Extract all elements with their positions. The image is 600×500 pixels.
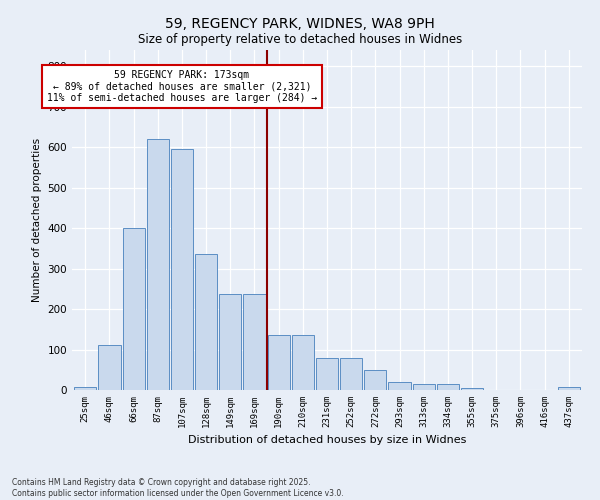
Text: Size of property relative to detached houses in Widnes: Size of property relative to detached ho… <box>138 32 462 46</box>
Bar <box>171 149 193 390</box>
Bar <box>461 388 483 390</box>
Bar <box>340 358 362 390</box>
Bar <box>557 387 580 390</box>
Bar <box>268 336 290 390</box>
Bar <box>122 228 145 390</box>
Bar <box>388 382 410 390</box>
Bar <box>244 294 266 390</box>
Bar <box>195 254 217 390</box>
Bar <box>292 336 314 390</box>
Bar <box>316 358 338 390</box>
X-axis label: Distribution of detached houses by size in Widnes: Distribution of detached houses by size … <box>188 436 466 446</box>
Bar <box>413 384 435 390</box>
Bar <box>98 346 121 390</box>
Text: 59, REGENCY PARK, WIDNES, WA8 9PH: 59, REGENCY PARK, WIDNES, WA8 9PH <box>165 18 435 32</box>
Bar <box>74 387 97 390</box>
Text: 59 REGENCY PARK: 173sqm
← 89% of detached houses are smaller (2,321)
11% of semi: 59 REGENCY PARK: 173sqm ← 89% of detache… <box>47 70 317 103</box>
Y-axis label: Number of detached properties: Number of detached properties <box>32 138 42 302</box>
Text: Contains HM Land Registry data © Crown copyright and database right 2025.
Contai: Contains HM Land Registry data © Crown c… <box>12 478 344 498</box>
Bar <box>219 294 241 390</box>
Bar <box>364 370 386 390</box>
Bar <box>146 139 169 390</box>
Bar <box>437 384 459 390</box>
